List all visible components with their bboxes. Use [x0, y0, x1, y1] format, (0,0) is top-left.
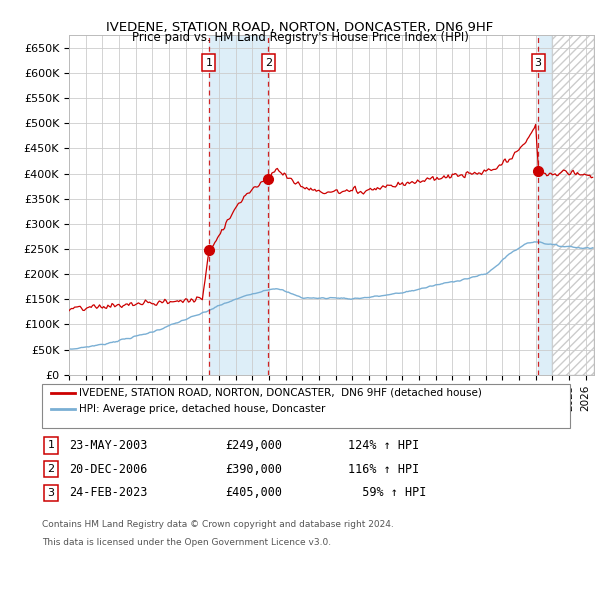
- Text: 1: 1: [47, 441, 55, 450]
- Text: Price paid vs. HM Land Registry's House Price Index (HPI): Price paid vs. HM Land Registry's House …: [131, 31, 469, 44]
- Text: 2: 2: [265, 58, 272, 67]
- Text: HPI: Average price, detached house, Doncaster: HPI: Average price, detached house, Donc…: [79, 404, 326, 414]
- Text: 59% ↑ HPI: 59% ↑ HPI: [348, 486, 427, 499]
- Text: 1: 1: [205, 58, 212, 67]
- Text: 3: 3: [535, 58, 542, 67]
- Text: IVEDENE, STATION ROAD, NORTON, DONCASTER,  DN6 9HF (detached house): IVEDENE, STATION ROAD, NORTON, DONCASTER…: [79, 388, 482, 398]
- Text: This data is licensed under the Open Government Licence v3.0.: This data is licensed under the Open Gov…: [42, 538, 331, 547]
- Text: 2: 2: [47, 464, 55, 474]
- Bar: [538, 35, 553, 375]
- Text: 3: 3: [47, 488, 55, 497]
- Text: £249,000: £249,000: [225, 439, 282, 452]
- Text: Contains HM Land Registry data © Crown copyright and database right 2024.: Contains HM Land Registry data © Crown c…: [42, 520, 394, 529]
- Text: 24-FEB-2023: 24-FEB-2023: [69, 486, 148, 499]
- Text: £390,000: £390,000: [225, 463, 282, 476]
- Text: IVEDENE, STATION ROAD, NORTON, DONCASTER, DN6 9HF: IVEDENE, STATION ROAD, NORTON, DONCASTER…: [106, 21, 494, 34]
- Text: 124% ↑ HPI: 124% ↑ HPI: [348, 439, 419, 452]
- Text: £405,000: £405,000: [225, 486, 282, 499]
- Bar: [553, 35, 594, 375]
- Text: 20-DEC-2006: 20-DEC-2006: [69, 463, 148, 476]
- Text: 116% ↑ HPI: 116% ↑ HPI: [348, 463, 419, 476]
- Bar: [209, 35, 268, 375]
- Text: 23-MAY-2003: 23-MAY-2003: [69, 439, 148, 452]
